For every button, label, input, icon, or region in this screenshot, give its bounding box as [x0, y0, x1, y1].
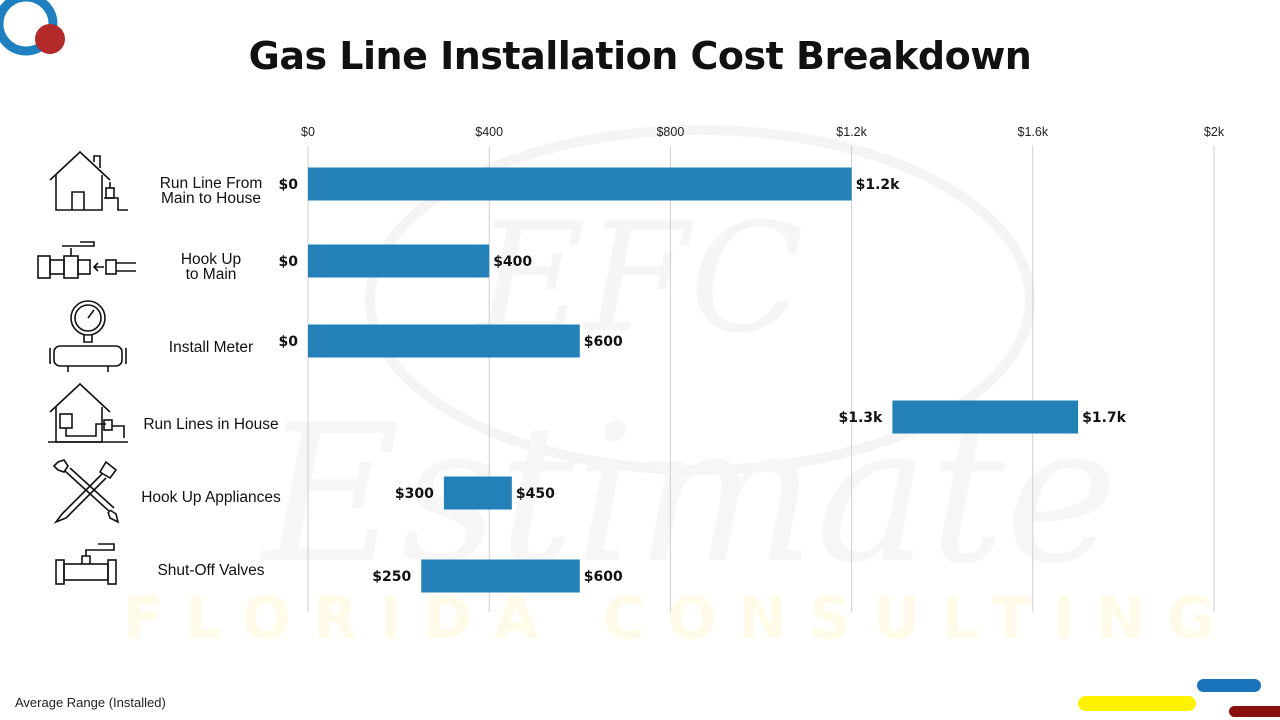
bar-low-label: $300: [395, 486, 434, 502]
footer-note: Average Range (Installed): [15, 695, 166, 710]
x-tick-label: $400: [475, 125, 503, 139]
deco-blue-pill: [1197, 679, 1261, 692]
house-piping-icon: [48, 382, 128, 443]
bar-low-label: $1.3k: [839, 410, 884, 426]
category-label-run-line-main: Run Line From Main to House: [159, 175, 263, 207]
category-label-hook-up-main: Hook Up to Main: [180, 251, 242, 283]
company-logo: [0, 0, 65, 56]
bar-low-label: $0: [279, 334, 299, 350]
bar-high-label: $400: [493, 254, 532, 270]
wrench-screwdriver-icon: [52, 459, 120, 524]
deco-yellow-pill: [1078, 696, 1196, 711]
deco-darkred-pill: [1229, 706, 1280, 717]
category-label-run-lines-house: Run Lines in House: [143, 416, 279, 433]
category-label-shut-off-valves: Shut-Off Valves: [157, 562, 265, 579]
bar-low-label: $0: [279, 254, 299, 270]
range-bar: [308, 324, 580, 358]
category-label-hook-up-appliances: Hook Up Appliances: [141, 489, 281, 506]
logo-red-dot: [35, 24, 65, 54]
bar-high-label: $600: [584, 569, 623, 585]
range-bar: [308, 167, 852, 201]
bar-high-label: $450: [516, 486, 555, 502]
pipe-valve-icon: [37, 241, 136, 279]
x-tick-label: $2k: [1204, 125, 1225, 139]
range-bar: [443, 476, 512, 510]
x-tick-label: $1.2k: [836, 125, 867, 139]
bar-high-label: $1.2k: [856, 177, 901, 193]
chart-title: Gas Line Installation Cost Breakdown: [248, 34, 1032, 78]
gas-meter-gauge-icon: [49, 300, 127, 372]
bar-high-label: $600: [584, 334, 623, 350]
range-bar: [892, 400, 1079, 434]
x-tick-label: $800: [656, 125, 684, 139]
x-tick-label: $0: [301, 125, 315, 139]
x-tick-label: $1.6k: [1018, 125, 1049, 139]
category-label-install-meter: Install Meter: [168, 339, 254, 356]
house-gas-meter-icon: [49, 150, 128, 211]
bar-low-label: $250: [372, 569, 411, 585]
range-bar: [421, 559, 580, 593]
bar-low-label: $0: [279, 177, 299, 193]
logo-blue-ring: [0, 0, 58, 56]
shutoff-valve-icon: [55, 543, 117, 585]
range-bar: [308, 244, 490, 278]
bar-high-label: $1.7k: [1082, 410, 1127, 426]
